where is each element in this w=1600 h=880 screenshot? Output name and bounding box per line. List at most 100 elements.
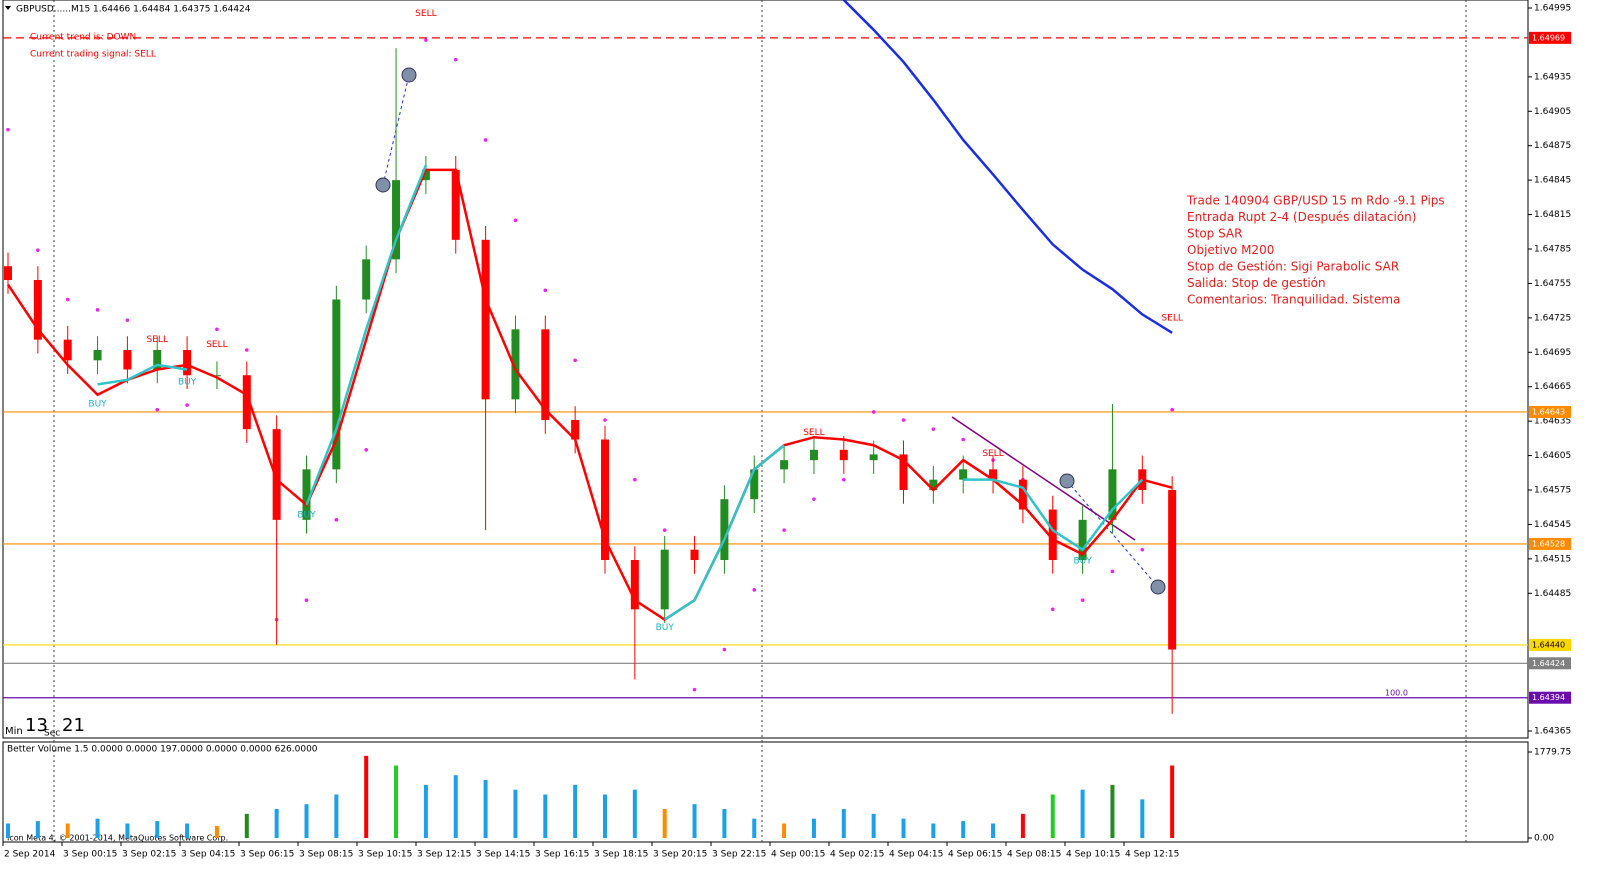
sar-dot (692, 687, 697, 692)
x-tick-label: 3 Sep 06:15 (240, 850, 294, 860)
price-level-label: 1.64643 (1532, 407, 1565, 416)
sar-dot (842, 477, 846, 482)
candle-body (362, 259, 371, 300)
volume-bar (662, 809, 667, 838)
candle-body (481, 239, 490, 400)
candle-body (750, 469, 759, 500)
x-tick-label: 3 Sep 10:15 (358, 850, 412, 860)
sar-dot (961, 437, 965, 442)
candle-body (929, 479, 938, 490)
sar-dot (304, 598, 309, 602)
sar-dot (155, 407, 160, 412)
sar-dot (901, 418, 906, 422)
sar-dot (722, 647, 727, 652)
candle-body (869, 454, 878, 461)
volume-bar (1110, 784, 1115, 838)
price-level-tag (1529, 537, 1571, 550)
y-tick-label: 1.64815 (1534, 210, 1571, 220)
y-tick-label: 1.64905 (1534, 107, 1571, 117)
volume-bar (185, 823, 190, 838)
volume-tick-label: 0.00 (1534, 834, 1554, 844)
volume-bar (513, 789, 518, 838)
annotation-line: Objetivo M200 (1187, 243, 1274, 257)
volume-bar (752, 818, 757, 838)
signal-label: BUY (178, 378, 197, 388)
x-tick-label: 4 Sep 00:15 (771, 850, 825, 860)
x-tick-label: 3 Sep 00:15 (63, 850, 117, 860)
volume-bar (722, 809, 727, 838)
x-tick-label: 4 Sep 02:15 (830, 850, 884, 860)
sar-dot (245, 348, 249, 352)
volume-bar (423, 784, 428, 838)
sar-dot (65, 297, 70, 302)
sar-dot (424, 38, 428, 42)
price-level-label: 1.64424 (1532, 659, 1565, 668)
x-tick-label: 4 Sep 04:15 (889, 850, 943, 860)
volume-bar (811, 818, 816, 838)
volume-bar (483, 780, 488, 838)
annotation: Trade 140904 GBP/USD 15 m Rdo -9.1 Pips E… (1186, 194, 1445, 307)
sar-dot (1050, 607, 1055, 612)
signal-label: SELL (803, 428, 824, 438)
volume-bar (603, 794, 607, 838)
x-tick-label: 3 Sep 12:15 (417, 850, 471, 860)
indicator-line (842, 0, 1173, 334)
volume-bar (632, 789, 637, 838)
volume-bar (961, 821, 966, 838)
volume-bar (65, 823, 70, 838)
annotation-line: Stop SAR (1187, 227, 1242, 241)
copyright: Icon Meta 4, © 2001-2014, MetaQuotes Sof… (7, 834, 228, 843)
trade-icon (375, 177, 391, 193)
x-tick-label: 4 Sep 06:15 (948, 850, 1002, 860)
annotation-line: Entrada Rupt 2-4 (Después dilatación) (1187, 210, 1416, 224)
y-tick-label: 1.64575 (1534, 486, 1571, 496)
candle-body (1108, 469, 1117, 520)
sar-dot (1140, 547, 1145, 552)
signal-label: SELL (1161, 313, 1182, 323)
signal-label: BUY (1073, 557, 1092, 567)
candle-body (392, 180, 401, 260)
y-tick-label: 1.64785 (1534, 245, 1571, 255)
signal-label: SELL (982, 449, 1003, 459)
sar-dot (95, 308, 100, 312)
annotation-line: Salida: Stop de gestión (1187, 276, 1326, 290)
candle-body (421, 169, 430, 181)
y-tick-label: 1.64725 (1534, 313, 1571, 323)
y-tick-label: 1.64665 (1534, 382, 1571, 392)
volume-frame (2, 741, 1529, 843)
timer-label: Sec (44, 729, 60, 739)
annotation-line: Comentarios: Tranquilidad. Sistema (1187, 293, 1400, 307)
sar-dot (633, 477, 637, 482)
annotation-line: Trade 140904 GBP/USD 15 m Rdo -9.1 Pips (1186, 194, 1445, 208)
y-tick-label: 1.64545 (1534, 520, 1571, 530)
signal-label: BUY (297, 511, 316, 521)
volume-bar (841, 809, 846, 838)
candle-body (780, 460, 789, 470)
y-tick-label: 1.64365 (1534, 727, 1571, 737)
volume-bar (1020, 813, 1025, 838)
plot-frame (2, 0, 1529, 739)
candle-body (601, 439, 609, 561)
volume-bar (871, 813, 876, 838)
sar-dot (603, 418, 607, 422)
volume-bar (692, 804, 697, 838)
x-tick-label: 3 Sep 08:15 (299, 850, 353, 860)
plot-layer (3, 0, 1528, 714)
x-tick-label: 3 Sep 16:15 (535, 850, 589, 860)
sar-dot (1110, 569, 1115, 574)
price-level-label: 1.64440 (1532, 640, 1565, 649)
volume-tick-label: 1779.75 (1534, 748, 1571, 758)
volume-bar (991, 823, 996, 838)
candle-body (451, 169, 460, 240)
y-tick-label: 1.64755 (1534, 279, 1571, 289)
volume-bar (782, 823, 787, 838)
volume-bar (931, 823, 936, 838)
trade-icon (401, 67, 417, 83)
sar-dot (185, 403, 189, 407)
menu-arrow (5, 6, 11, 10)
x-tick-label: 4 Sep 08:15 (1007, 850, 1061, 860)
trade-icon (1150, 579, 1166, 595)
x-tick-label: 2 Sep 2014 (4, 850, 56, 860)
timer-value: 21 (62, 715, 85, 736)
volume-bar (1050, 794, 1055, 838)
